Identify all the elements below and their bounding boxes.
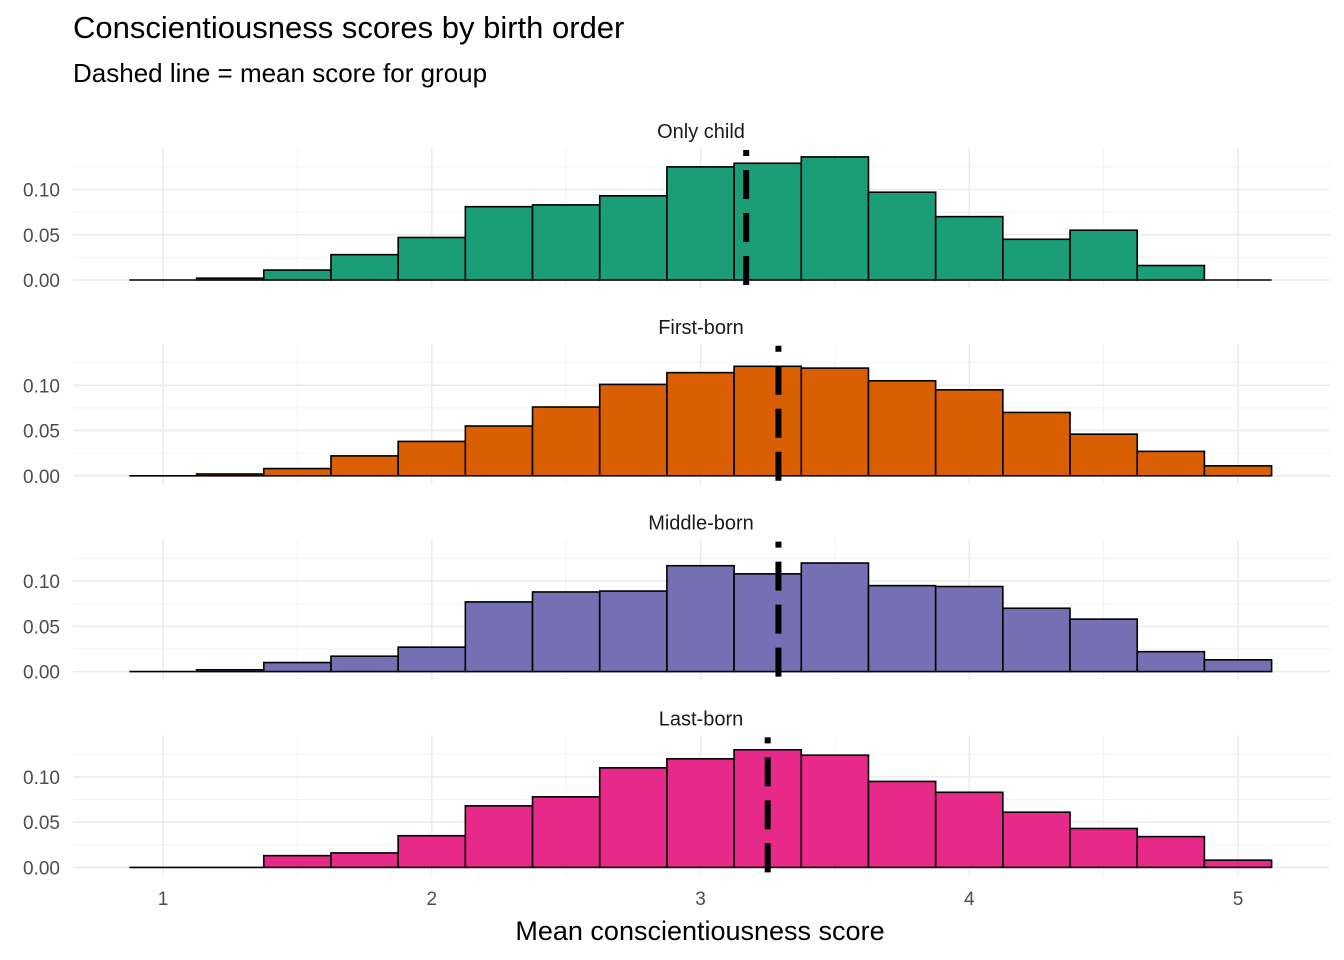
histogram-bar	[867, 780, 937, 869]
histogram-bar	[934, 389, 1004, 477]
histogram-bar	[598, 590, 668, 673]
y-tick-label: 0.10	[23, 181, 60, 202]
histogram-bar	[934, 215, 1004, 281]
histogram-bar	[800, 367, 870, 477]
histogram-bar	[800, 156, 870, 281]
histogram-bar	[330, 253, 399, 281]
histogram-bar	[1069, 618, 1139, 673]
histogram-bar	[1069, 433, 1139, 477]
y-tick-label: 0.05	[23, 226, 60, 247]
histogram-bar	[1136, 835, 1206, 869]
panel-middle-born: Middle-born 0.00 0.05 0.10	[23, 513, 1330, 684]
histogram-bar	[330, 655, 399, 673]
histogram-bar	[531, 204, 601, 281]
y-tick-label: 0.10	[23, 768, 60, 789]
chart-title: Conscientiousness scores by birth order	[73, 10, 625, 45]
histogram-bar	[733, 365, 803, 477]
panel-strip-label: Last-born	[659, 708, 744, 730]
y-tick-label: 0.00	[23, 663, 60, 684]
histogram-bar	[1203, 465, 1273, 477]
histogram-bar	[1002, 811, 1071, 869]
x-tick-label: 4	[964, 889, 975, 910]
y-tick-label: 0.05	[23, 617, 60, 638]
histogram-bar	[1136, 650, 1206, 673]
histogram-bar	[262, 854, 332, 869]
histogram-bar	[397, 834, 467, 869]
histogram-bar	[1136, 264, 1206, 281]
histogram-bar	[464, 805, 534, 869]
panels-layer: Only child 0.00 0.05 0.10 First-born 0.00 0.05…	[23, 121, 1330, 879]
panel-last-born: Last-born 0.00 0.05 0.10	[23, 708, 1330, 879]
histogram-bar	[867, 379, 937, 477]
histogram-bar	[464, 601, 534, 673]
histogram-bar	[800, 562, 870, 673]
histogram-bar	[867, 584, 937, 673]
histogram-bar	[1002, 607, 1071, 673]
histogram-bar	[666, 166, 735, 281]
histogram-bar	[666, 564, 735, 673]
histogram-bar	[464, 205, 534, 281]
histogram-bar	[666, 757, 735, 869]
y-tick-label: 0.00	[23, 271, 60, 292]
panel-strip-label: Middle-born	[648, 513, 754, 535]
x-axis: 1 2 3 4 5	[158, 889, 1244, 910]
histogram-bar	[397, 646, 467, 673]
x-tick-label: 3	[695, 889, 706, 910]
histogram-bar	[1069, 827, 1139, 869]
x-axis-title: Mean conscientiousness score	[515, 916, 884, 946]
histogram-bar	[531, 591, 601, 673]
histogram-bar	[934, 585, 1004, 673]
panel-strip-label: Only child	[657, 121, 745, 143]
y-tick-label: 0.10	[23, 572, 60, 593]
histogram-bar	[867, 191, 937, 281]
histogram-bar	[598, 383, 668, 477]
histogram-bar	[195, 473, 265, 477]
histogram-bar	[262, 467, 332, 477]
histogram-bar	[1002, 238, 1071, 281]
x-tick-label: 1	[158, 889, 169, 910]
histogram-bar	[531, 796, 601, 869]
histogram-bar	[1002, 411, 1071, 477]
y-tick-label: 0.05	[23, 422, 60, 443]
y-tick-label: 0.10	[23, 376, 60, 397]
histogram-bar	[397, 236, 467, 281]
histogram-bar	[330, 455, 399, 477]
histogram-bar	[330, 852, 399, 869]
y-tick-label: 0.05	[23, 813, 60, 834]
histogram-bar	[195, 277, 265, 281]
histogram-bar	[262, 661, 332, 673]
panel-only-child: Only child 0.00 0.05 0.10	[23, 121, 1330, 292]
histogram-bar	[195, 668, 265, 673]
histogram-bar	[464, 425, 534, 477]
histogram-bar	[531, 406, 601, 477]
chart-subtitle: Dashed line = mean score for group	[73, 58, 488, 88]
histogram-bar	[733, 573, 803, 673]
y-tick-label: 0.00	[23, 858, 60, 879]
histogram-bar	[262, 269, 332, 281]
histogram-bar	[1069, 229, 1139, 281]
histogram-bar	[934, 791, 1004, 869]
histogram-bar	[598, 195, 668, 281]
histogram-bar	[666, 371, 735, 477]
panel-first-born: First-born 0.00 0.05 0.10	[23, 317, 1330, 488]
x-tick-label: 2	[426, 889, 437, 910]
histogram-bar	[1203, 859, 1273, 869]
x-tick-label: 5	[1233, 889, 1244, 910]
histogram-bar	[1203, 659, 1273, 673]
histogram-bar	[598, 767, 668, 869]
panel-strip-label: First-born	[658, 317, 744, 339]
histogram-bar	[1136, 450, 1206, 477]
y-tick-label: 0.00	[23, 467, 60, 488]
histogram-bar	[397, 440, 467, 477]
histogram-bar	[800, 754, 870, 869]
